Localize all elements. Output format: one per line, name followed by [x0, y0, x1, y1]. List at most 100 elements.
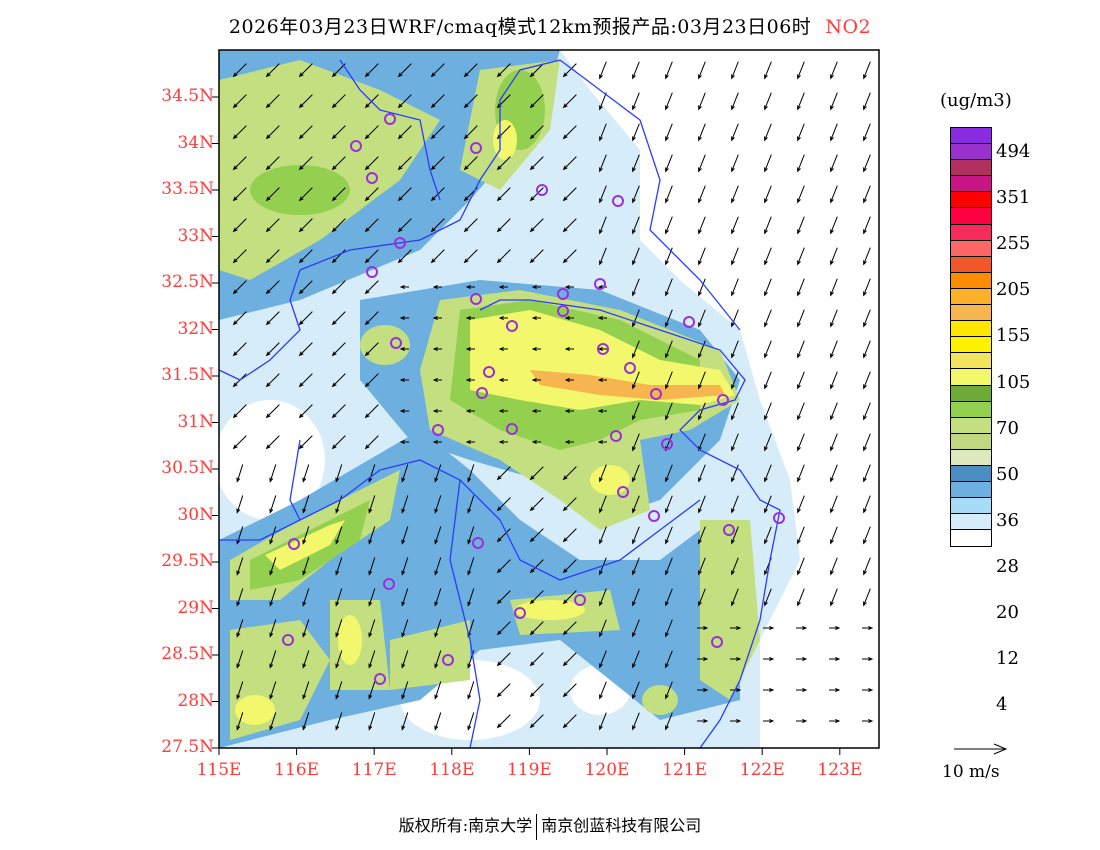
- wind-arrow: [397, 218, 412, 233]
- legend-swatch: [951, 224, 991, 241]
- wind-arrow: [731, 464, 739, 483]
- wind-arrow: [331, 404, 346, 419]
- wind-arrow: [562, 125, 577, 140]
- wind-arrow: [364, 373, 379, 388]
- wind-arrow: [830, 526, 838, 545]
- wind-arrow: [665, 309, 673, 328]
- wind-arrow: [465, 377, 475, 383]
- wind-arrow: [562, 559, 577, 574]
- wind-arrow: [599, 619, 607, 638]
- copyright-text: 版权所有:南京大学: [398, 816, 533, 835]
- wind-arrow: [697, 687, 709, 693]
- company-name: 南京创蓝科技有限公司: [541, 816, 702, 835]
- wind-arrow: [632, 681, 640, 700]
- wind-arrow: [236, 588, 244, 607]
- wind-arrow: [364, 125, 379, 140]
- wind-arrow: [632, 588, 640, 607]
- wind-arrow: [265, 435, 280, 450]
- wind-arrow: [302, 495, 310, 514]
- wind-arrow: [731, 216, 739, 235]
- wind-arrow: [430, 249, 445, 264]
- wind-arrow: [232, 311, 247, 326]
- legend-swatch: [951, 353, 991, 370]
- wind-arrow: [531, 408, 541, 414]
- lat-label: 28N: [177, 690, 214, 711]
- wind-arrow: [562, 683, 577, 698]
- divider: [536, 813, 538, 840]
- wind-arrow: [731, 247, 739, 266]
- legend-label: 12: [996, 648, 1019, 670]
- wind-arrow: [562, 187, 577, 202]
- wind-arrow: [562, 156, 577, 171]
- wind-arrow: [496, 218, 511, 233]
- wind-arrow: [698, 216, 706, 235]
- lon-label: 123E: [817, 760, 863, 780]
- wind-arrow: [531, 315, 541, 321]
- wind-arrow: [232, 342, 247, 357]
- wind-arrow: [397, 63, 412, 78]
- wind-arrow: [529, 249, 544, 264]
- wind-arrow: [562, 590, 577, 605]
- wind-arrow: [302, 588, 310, 607]
- wind-arrow: [529, 218, 544, 233]
- wind-arrow: [331, 187, 346, 202]
- wind-arrow: [763, 718, 775, 724]
- wind-arrow: [665, 712, 673, 731]
- wind-arrow: [232, 280, 247, 295]
- wind-arrow: [632, 309, 640, 328]
- wind-arrow: [599, 92, 607, 111]
- legend-swatch: [951, 498, 991, 515]
- wind-arrow: [863, 123, 871, 142]
- lat-label: 31.5N: [161, 365, 214, 385]
- wind-arrow: [269, 619, 277, 638]
- wind-arrow: [432, 284, 442, 290]
- wind-arrow: [863, 526, 871, 545]
- wind-arrow: [562, 497, 577, 512]
- wind-arrow: [599, 588, 607, 607]
- wind-arrow: [564, 377, 574, 383]
- wind-arrow: [434, 712, 442, 731]
- wind-arrow: [731, 588, 739, 607]
- wind-arrow: [302, 681, 310, 700]
- wind-arrow: [863, 185, 871, 204]
- wind-arrow: [665, 371, 673, 390]
- wind-arrow: [698, 433, 706, 452]
- wind-arrow: [298, 373, 313, 388]
- wind-arrow: [665, 495, 673, 514]
- wind-arrow: [368, 495, 376, 514]
- wind-arrow: [232, 156, 247, 171]
- wind-arrow: [862, 718, 874, 724]
- wind-arrow: [698, 278, 706, 297]
- wind-arrow: [698, 464, 706, 483]
- wind-arrow: [731, 278, 739, 297]
- wind-arrow: [335, 712, 343, 731]
- wind-arrow: [331, 280, 346, 295]
- legend-label: 105: [996, 371, 1031, 393]
- wind-arrow: [331, 435, 346, 450]
- wind-arrow: [863, 495, 871, 514]
- wind-arrow: [432, 315, 442, 321]
- wind-arrow: [830, 278, 838, 297]
- wind-arrow: [562, 714, 577, 729]
- legend-swatch: [951, 144, 991, 161]
- wind-arrow: [731, 371, 739, 390]
- wind-arrow: [529, 714, 544, 729]
- lat-label: 28.5N: [161, 644, 214, 664]
- wind-arrow: [463, 63, 478, 78]
- wind-arrow: [564, 439, 574, 445]
- wind-arrow: [797, 92, 805, 111]
- wind-arrow: [529, 652, 544, 667]
- lat-label: 33.5N: [161, 179, 214, 199]
- wind-arrow: [665, 61, 673, 80]
- wind-arrow: [863, 340, 871, 359]
- wind-arrow: [665, 154, 673, 173]
- wind-arrow: [232, 404, 247, 419]
- wind-arrow: [265, 156, 280, 171]
- wind-arrow: [236, 557, 244, 576]
- wind-arrow: [529, 528, 544, 543]
- wind-arrow: [236, 495, 244, 514]
- wind-arrow: [531, 346, 541, 352]
- wind-arrow: [331, 249, 346, 264]
- wind-arrow: [797, 61, 805, 80]
- wind-arrow: [830, 433, 838, 452]
